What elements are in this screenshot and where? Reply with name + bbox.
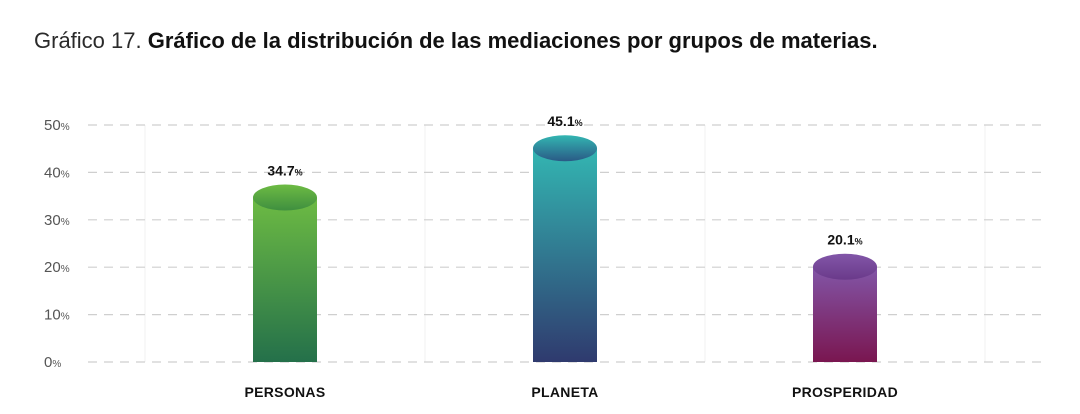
y-tick-label: 50%	[44, 117, 70, 134]
bar-prosperidad	[813, 266, 877, 362]
y-tick-label: 30%	[44, 212, 70, 229]
x-tick-label: PLANETA	[531, 384, 598, 400]
bar-personas	[253, 197, 317, 362]
chart-title-main: Gráfico de la distribución de las mediac…	[147, 28, 878, 53]
bars	[253, 135, 877, 362]
value-labels: 34.7% 45.1% 20.1%	[267, 113, 862, 248]
y-tick-label: 0%	[44, 354, 61, 371]
bar-cap	[533, 135, 597, 162]
value-label: 45.1%	[547, 113, 582, 129]
chart-title-prefix: Gráfico 17.	[34, 28, 142, 53]
x-tick-label: PERSONAS	[245, 384, 326, 400]
bar-cap	[813, 253, 877, 280]
y-tick-label: 40%	[44, 164, 70, 181]
bar-cap	[253, 184, 317, 211]
x-tick-label: PROSPERIDAD	[792, 384, 898, 400]
value-label: 34.7%	[267, 163, 302, 179]
value-label: 20.1%	[827, 232, 862, 248]
y-tick-label: 10%	[44, 307, 70, 324]
y-axis-ticks: 0% 10% 20% 30% 40% 50%	[44, 117, 70, 371]
bar-planeta	[533, 148, 597, 362]
chart-title: Gráfico 17. Gráfico de la distribución d…	[34, 28, 878, 54]
x-axis-ticks: PERSONAS PLANETA PROSPERIDAD	[245, 384, 898, 400]
y-tick-label: 20%	[44, 259, 70, 276]
